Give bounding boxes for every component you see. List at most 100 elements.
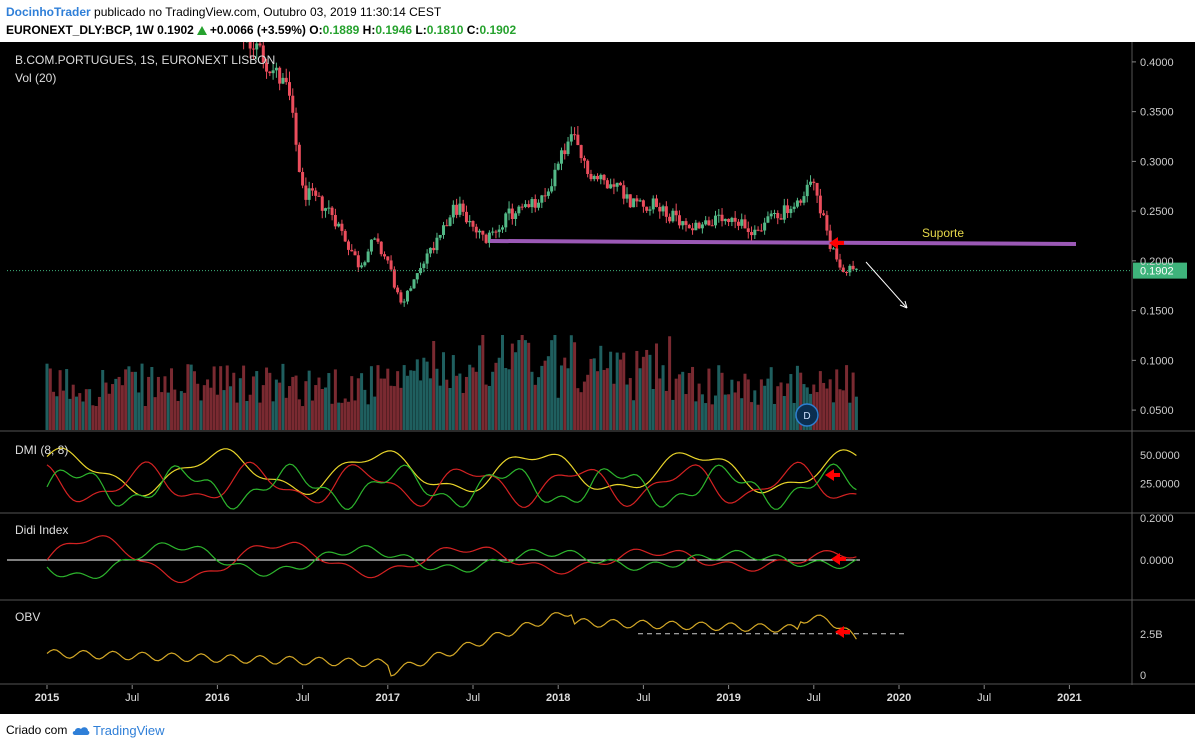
volume-bar	[412, 370, 416, 430]
volume-bar	[386, 368, 390, 430]
candle	[491, 227, 495, 236]
volume-bar	[730, 379, 734, 430]
volume-bar	[150, 366, 154, 430]
candle-body	[779, 218, 783, 220]
candle-body	[304, 185, 308, 200]
volume-bar	[160, 392, 164, 430]
up-arrow-icon	[196, 26, 207, 35]
volume-bar	[579, 392, 583, 430]
candle	[776, 210, 780, 225]
candle-body	[504, 213, 508, 228]
candle-body	[500, 227, 504, 230]
volume-bar	[632, 400, 636, 430]
volume-bar	[297, 399, 301, 430]
volume-bar	[586, 374, 590, 430]
volume-bar	[831, 402, 835, 430]
candle	[350, 244, 354, 252]
volume-bar	[671, 399, 675, 430]
candle	[848, 264, 852, 277]
tradingview-logo[interactable]: TradingView	[72, 723, 165, 738]
candle	[576, 125, 580, 146]
candle-body	[399, 292, 403, 303]
dmi-tick-label: 25.0000	[1140, 478, 1180, 490]
time-tick-label: Jul	[466, 692, 480, 704]
volume-bar	[432, 341, 436, 430]
volume-bar	[602, 369, 606, 430]
volume-bar	[779, 382, 783, 430]
candle-body	[691, 228, 695, 231]
candle-body	[402, 301, 406, 303]
candle-body	[789, 208, 793, 214]
volume-bar	[523, 340, 527, 430]
candle-body	[474, 226, 478, 233]
volume-bar	[720, 372, 724, 430]
candle-body	[599, 174, 603, 180]
candle	[671, 208, 675, 223]
volume-bar	[543, 360, 547, 430]
volume-bar	[792, 402, 796, 430]
candle	[736, 219, 740, 231]
candle	[291, 88, 295, 118]
candle-body	[514, 213, 518, 219]
volume-bar	[612, 383, 616, 430]
volume-bar	[733, 392, 737, 430]
candle-body	[687, 224, 691, 229]
candle	[750, 226, 754, 242]
author-name[interactable]: DocinhoTrader	[6, 5, 91, 19]
candle-body	[412, 279, 416, 289]
candle	[766, 211, 770, 224]
candle	[710, 219, 714, 227]
volume-bar	[546, 356, 550, 430]
volume-bar	[766, 378, 770, 430]
candle-body	[527, 204, 531, 208]
volume-bar	[455, 375, 459, 430]
time-tick-label: 2020	[887, 692, 911, 704]
volume-bar	[45, 363, 49, 430]
time-tick-label: 2015	[35, 692, 59, 704]
volume-bar	[540, 365, 544, 430]
candle-body	[274, 67, 278, 71]
candle	[779, 213, 783, 220]
indicator-panes	[7, 447, 860, 677]
candle-body	[573, 134, 577, 136]
candle	[405, 290, 409, 305]
candle-body	[258, 43, 262, 46]
candle	[415, 273, 419, 284]
candle	[648, 206, 652, 216]
candle-body	[648, 209, 652, 211]
candle	[383, 251, 387, 260]
candle-body	[386, 256, 390, 261]
candle-body	[550, 186, 554, 192]
candle-body	[586, 160, 590, 174]
last-price-tag-text: 0.1902	[1140, 266, 1174, 278]
candle	[340, 219, 344, 236]
candle-body	[530, 199, 534, 208]
candle-body	[822, 213, 826, 216]
candle-body	[828, 230, 832, 249]
candle-body	[759, 230, 763, 232]
candle	[704, 216, 708, 226]
candle	[786, 198, 790, 219]
candle-body	[556, 163, 560, 170]
candle	[553, 163, 557, 191]
candle	[484, 233, 488, 244]
volume-bar	[818, 371, 822, 430]
candle	[772, 209, 776, 219]
candle-body	[327, 207, 331, 209]
candle	[461, 199, 465, 216]
candle-body	[792, 206, 796, 209]
volume-bar	[396, 371, 400, 430]
volume-bar	[163, 376, 167, 430]
candle-body	[333, 215, 337, 227]
candle-body	[540, 195, 544, 203]
volume-bar	[576, 388, 580, 430]
candle-body	[655, 198, 659, 207]
candle-body	[713, 215, 717, 226]
candle	[432, 241, 436, 254]
candle	[258, 42, 262, 48]
volume-bar	[799, 372, 803, 430]
candle	[759, 223, 763, 232]
volume-bar	[487, 385, 491, 430]
volume-bar	[655, 343, 659, 430]
